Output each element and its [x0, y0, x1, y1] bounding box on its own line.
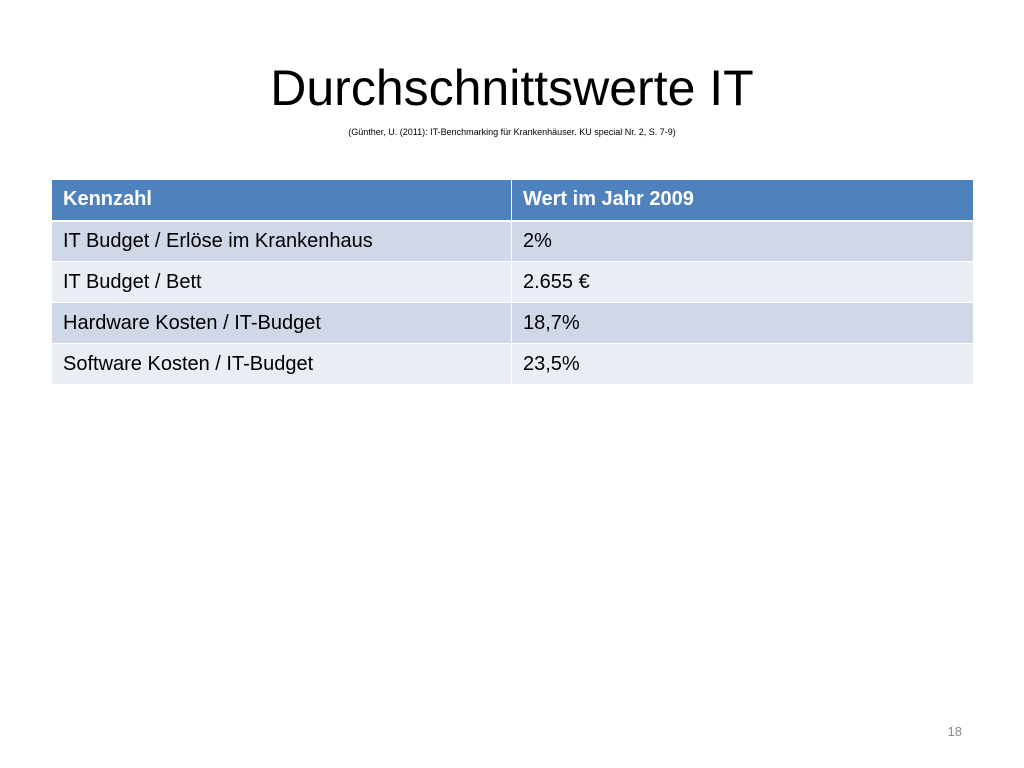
slide-title: Durchschnittswerte IT [270, 60, 754, 116]
table-row: Software Kosten / IT-Budget 23,5% [51, 343, 974, 385]
citation: (Günther, U. (2011): IT-Benchmarking für… [348, 127, 676, 137]
table-row: IT Budget / Erlöse im Krankenhaus 2% [51, 220, 974, 262]
table-cell-kennzahl: IT Budget / Erlöse im Krankenhaus [51, 220, 512, 262]
table-cell-kennzahl: Software Kosten / IT-Budget [51, 343, 512, 385]
table-cell-wert: 2.655 € [511, 261, 974, 303]
page-number: 18 [947, 724, 962, 739]
table-row: Hardware Kosten / IT-Budget 18,7% [51, 302, 974, 344]
table-cell-wert: 18,7% [511, 302, 974, 344]
column-header-kennzahl: Kennzahl [51, 179, 512, 222]
table-header-row: Kennzahl Wert im Jahr 2009 [51, 179, 974, 222]
table-cell-wert: 2% [511, 220, 974, 262]
column-header-wert: Wert im Jahr 2009 [511, 179, 974, 222]
table-row: IT Budget / Bett 2.655 € [51, 261, 974, 303]
table-cell-wert: 23,5% [511, 343, 974, 385]
table-cell-kennzahl: IT Budget / Bett [51, 261, 512, 303]
table-cell-kennzahl: Hardware Kosten / IT-Budget [51, 302, 512, 344]
data-table: Kennzahl Wert im Jahr 2009 IT Budget / E… [51, 179, 974, 385]
